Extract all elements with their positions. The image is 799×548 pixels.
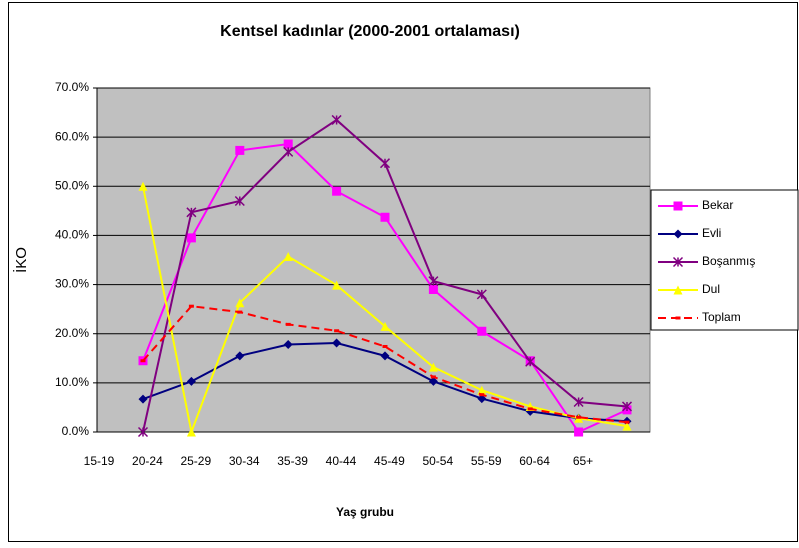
y-tick-label: 0.0% [62,424,90,438]
data-point [137,426,149,438]
x-tick-label: 65+ [573,454,593,468]
legend-label: Bekar [702,198,733,212]
x-tick-label: 40-44 [326,454,357,468]
data-point [477,385,487,395]
data-point [622,421,632,431]
data-point [332,280,342,290]
legend-marker [673,229,683,239]
data-point [237,310,243,314]
data-point [234,195,245,207]
y-tick-label: 20.0% [55,326,89,340]
legend-label: Boşanmış [702,254,755,268]
data-point [428,376,438,386]
x-tick-label: 60-64 [519,454,550,468]
data-point [527,407,533,411]
data-point [332,338,342,348]
y-tick-label: 60.0% [55,129,89,143]
data-point [138,394,148,404]
x-tick-label: 30-34 [229,454,260,468]
legend-label: Dul [702,282,720,296]
data-point [188,304,194,308]
legend-marker [675,316,681,320]
data-point [235,298,245,308]
data-point [621,401,633,412]
data-point [283,146,294,157]
data-point [186,376,196,386]
data-point [332,186,342,196]
data-point [624,420,630,424]
data-point [430,375,436,379]
data-point [525,356,536,367]
x-axis-label: Yaş grubu [336,505,394,519]
data-point [428,276,439,287]
data-point [428,362,438,372]
data-point [334,329,340,333]
legend-label: Evli [702,226,721,240]
x-tick-label: 25-29 [180,454,211,468]
x-tick-label: 20-24 [132,454,163,468]
data-point [380,212,390,222]
data-point [140,359,146,363]
data-point [331,114,342,125]
y-tick-label: 10.0% [55,375,89,389]
data-point [573,396,584,408]
data-point [382,344,388,348]
y-axis-label: İKO [12,247,30,273]
data-point [283,252,293,262]
data-point [186,427,196,437]
data-point [379,158,391,169]
data-point [235,351,245,361]
data-point [186,233,196,243]
data-point [285,322,291,326]
series-line [142,305,628,424]
legend-marker [672,256,684,268]
x-tick-label: 50-54 [422,454,453,468]
x-tick-label: 55-59 [471,454,502,468]
y-tick-label: 30.0% [55,277,89,291]
chart-title: Kentsel kadınlar (2000-2001 ortalaması) [220,23,520,40]
x-tick-label: 15-19 [84,454,115,468]
legend-marker [673,201,683,211]
y-tick-label: 40.0% [55,228,89,242]
data-point [428,284,438,294]
data-point [380,351,390,361]
x-tick-label: 35-39 [277,454,308,468]
data-point [576,415,582,419]
plot-area [96,87,651,433]
y-tick-label: 70.0% [55,80,89,94]
x-tick-label: 45-49 [374,454,405,468]
data-point [479,393,485,397]
data-point [138,181,148,191]
data-point [235,145,245,155]
data-point [574,427,584,437]
legend-label: Toplam [702,310,741,324]
legend-marker [673,285,683,295]
data-point [283,340,293,350]
data-point [380,321,390,331]
y-tick-label: 50.0% [55,178,89,192]
data-point [476,289,487,300]
data-point [283,139,293,149]
data-point [186,207,197,218]
data-point [477,326,487,336]
